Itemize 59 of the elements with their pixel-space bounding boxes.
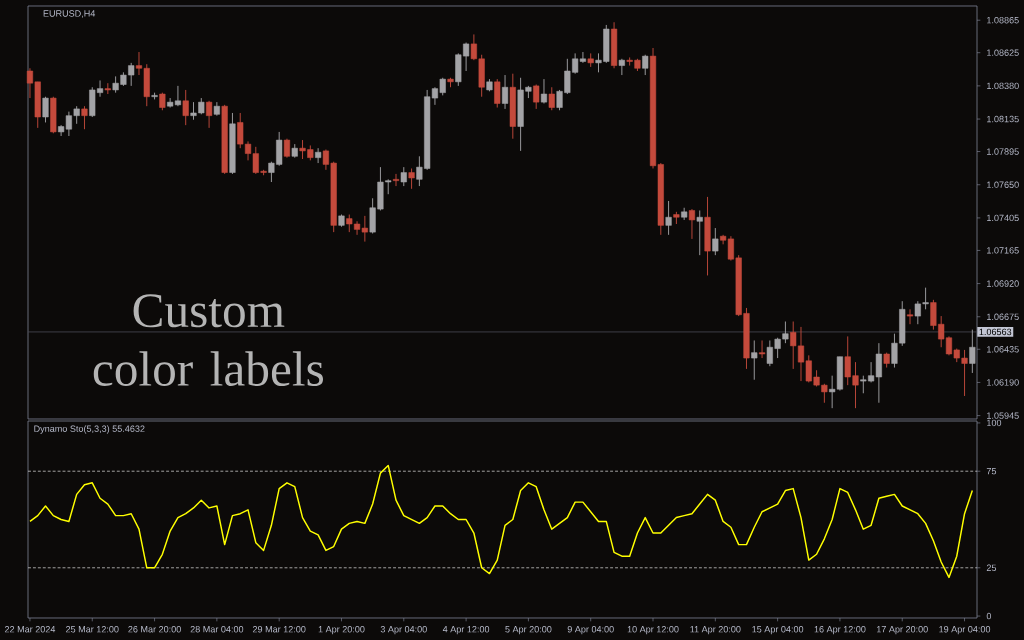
y-tick-label: 1.08135: [987, 115, 1019, 123]
x-tick-label: 26 Mar 20:00: [128, 626, 181, 633]
y-tick-label: 1.06190: [987, 379, 1019, 386]
candlestick: [81, 105, 88, 130]
y-tick-label: 75: [986, 468, 997, 475]
y-tick-label: 25: [986, 564, 997, 571]
x-tick-label: 28 Mar 04:00: [190, 626, 244, 633]
x-tick-label: 25 Mar 12:00: [66, 626, 119, 633]
x-tick-label: 5 Apr 20:00: [505, 626, 552, 635]
x-tick-label: 1 Apr 20:00: [318, 626, 365, 635]
x-tick-label: 3 Apr 04:00: [380, 626, 427, 635]
y-tick-label: 1.07650: [987, 181, 1019, 188]
y-tick-label: 1.07405: [987, 214, 1019, 222]
candlestick: [494, 78, 501, 109]
candlestick: [712, 227, 719, 256]
y-tick-label: 1.08865: [987, 17, 1019, 24]
candlestick: [533, 84, 540, 110]
y-tick-label: 1.08380: [987, 82, 1019, 90]
candlestick: [408, 168, 415, 190]
y-tick-label: 1.07165: [987, 247, 1019, 254]
chart-title: Dynamo Sto(5,3,3) 55.4632: [34, 425, 145, 434]
x-tick-label: 16 Apr 12:00: [814, 626, 866, 635]
candlestick: [42, 96, 49, 123]
annotation: Custom color labels: [93, 294, 324, 387]
y-tick-label: 100: [987, 419, 1002, 427]
x-tick-label: 29 Mar 12:00: [252, 626, 306, 633]
candlestick: [696, 209, 703, 256]
chart-title: EURUSD,H4: [43, 10, 96, 18]
y-tick-label: 0: [986, 612, 992, 620]
y-tick-label: 1.06435: [987, 346, 1019, 353]
candlestick: [969, 329, 976, 374]
x-tick-label: 9 Apr 04:00: [567, 626, 614, 635]
candlestick: [400, 166, 407, 187]
candlestick: [548, 86, 555, 111]
candlestick: [392, 173, 400, 187]
candlestick: [906, 308, 914, 325]
x-tick-label: 10 Apr 12:00: [627, 626, 679, 635]
candlestick: [182, 89, 189, 126]
candlestick: [206, 100, 213, 129]
x-tick-label: 15 Apr 04:00: [752, 626, 804, 635]
x-tick-label: 17 Apr 20:00: [876, 626, 928, 635]
candlestick: [540, 78, 548, 104]
candlestick: [688, 208, 696, 240]
y-tick-label: 1.07895: [987, 148, 1019, 155]
candlestick: [751, 339, 758, 381]
y-tick-label: 1.08625: [987, 49, 1019, 56]
y-tick-label: 1.05945: [987, 412, 1019, 419]
candlestick: [501, 74, 509, 110]
candlestick: [758, 339, 766, 359]
y-tick-label: 1.06920: [987, 280, 1019, 287]
x-tick-label: 19 Apr 04:00: [939, 626, 991, 635]
y-tick-label: 1.06675: [987, 313, 1019, 320]
candlestick: [315, 147, 322, 164]
candlestick: [665, 200, 672, 236]
x-tick-label: 11 Apr 20:00: [690, 626, 741, 635]
ref-line-label: 1.06563: [979, 328, 1012, 336]
candlestick: [618, 58, 625, 76]
x-tick-label: 4 Apr 12:00: [442, 626, 490, 635]
x-tick-label: 22 Mar 2024: [4, 626, 56, 633]
